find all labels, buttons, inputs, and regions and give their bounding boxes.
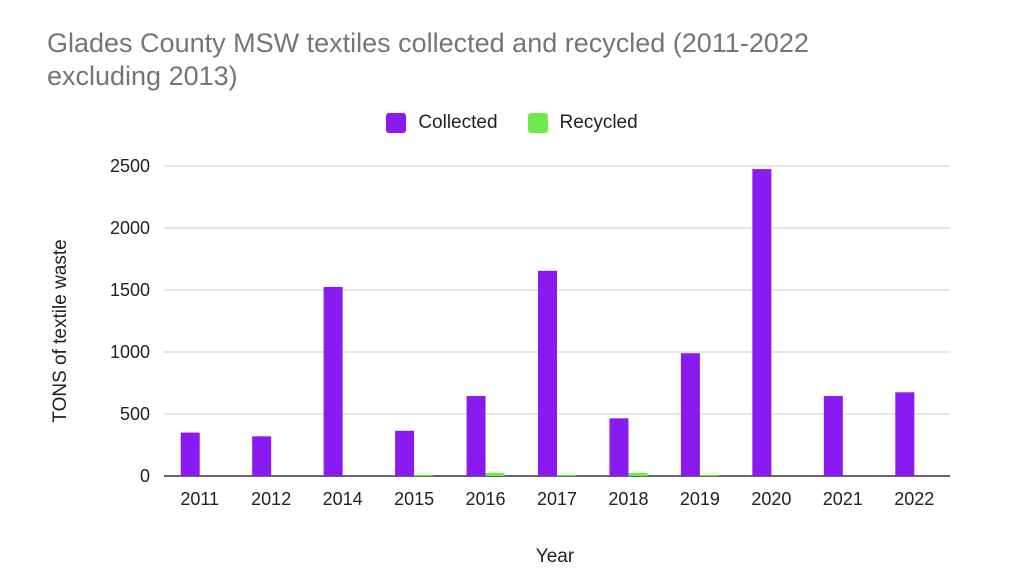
legend-label-recycled: Recycled [559,112,638,133]
bar-collected-2015 [395,430,415,476]
y-tick-label: 2000 [110,218,150,238]
bar-recycled-2019 [699,474,719,476]
bar-recycled-2018 [628,472,648,476]
bar-collected-2011 [180,432,200,476]
legend-swatch-collected [386,113,407,133]
x-tick-label: 2021 [823,489,863,509]
x-tick-label: 2018 [608,489,648,509]
x-tick-label: 2016 [466,489,506,509]
bar-collected-2020 [752,169,772,476]
bar-collected-2022 [895,392,915,476]
x-tick-label: 2020 [751,489,791,509]
legend-label-collected: Collected [418,112,498,133]
bar-collected-2016 [466,396,486,476]
y-axis-title: TONS of textile waste [50,239,71,422]
x-tick-label: 2019 [680,489,720,509]
bar-collected-2017 [538,270,557,476]
legend-swatch-recycled [527,113,548,133]
x-axis-title: Year [536,546,575,567]
bar-recycled-2015 [414,474,434,476]
bar-collected-2019 [680,353,700,476]
x-tick-label: 2022 [894,489,934,509]
x-tick-label: 2015 [394,489,434,509]
legend-item-recycled: Recycled [527,112,638,134]
x-tick-label: 2014 [323,489,363,509]
x-tick-label: 2017 [537,489,577,509]
legend-item-collected: Collected [386,112,498,134]
bar-collected-2018 [609,418,629,476]
chart-title: Glades County MSW textiles collected and… [47,28,809,91]
y-tick-label: 1000 [110,342,150,362]
y-tick-label: 500 [120,404,150,424]
y-tick-label: 0 [140,466,150,486]
y-tick-label: 2500 [110,156,150,176]
x-tick-label: 2012 [251,489,291,509]
bar-recycled-2017 [557,474,576,476]
x-tick-label: 2011 [180,489,219,509]
legend: Collected Recycled [0,110,1024,136]
y-tick-label: 1500 [110,280,150,300]
bar-recycled-2016 [485,472,505,476]
bar-collected-2012 [252,436,272,476]
bar-collected-2021 [823,396,843,476]
bar-collected-2014 [323,286,343,476]
